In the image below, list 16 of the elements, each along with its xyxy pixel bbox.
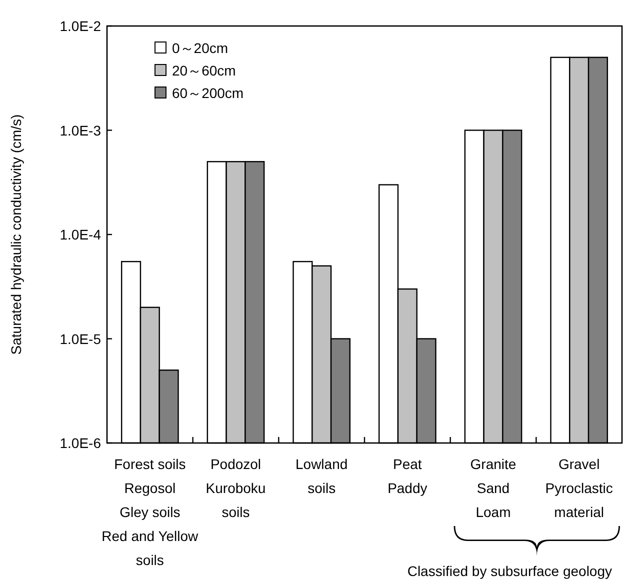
x-tick-label: Gravel Pyroclastic material xyxy=(545,456,613,520)
y-axis-title: Saturated hydraulic conductivity (cm/s) xyxy=(8,114,24,355)
x-tick-label: Peat Paddy xyxy=(388,456,428,496)
y-tick-label: 1.0E-3 xyxy=(60,122,102,138)
x-tick-label: Forest soils Regosol Gley soils Red and Yellow soils xyxy=(102,456,200,568)
x-tick-label: Podozol Kuroboku soils xyxy=(206,456,266,520)
y-tick-label: 1.0E-4 xyxy=(60,226,102,242)
x-tick-label: Granite Sand Loam xyxy=(470,456,516,520)
y-tick-label: 1.0E-2 xyxy=(60,18,102,34)
y-tick-label: 1.0E-6 xyxy=(60,435,102,451)
text: Classified by subsurface geology xyxy=(407,563,612,579)
legend-label: 60～200cm xyxy=(172,85,244,101)
y-tick-label: 1.0E-5 xyxy=(60,330,102,347)
x-tick-label: Lowland soils xyxy=(296,456,348,496)
legend-label: 20～60cm xyxy=(172,62,236,78)
legend-label: 0～20cm xyxy=(172,40,228,56)
